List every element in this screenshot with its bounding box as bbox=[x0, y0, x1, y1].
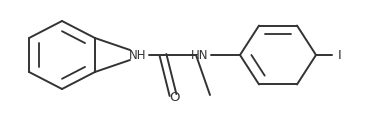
Text: I: I bbox=[338, 49, 342, 62]
Text: NH: NH bbox=[129, 49, 147, 62]
Text: O: O bbox=[170, 91, 180, 104]
Text: HN: HN bbox=[191, 49, 209, 62]
